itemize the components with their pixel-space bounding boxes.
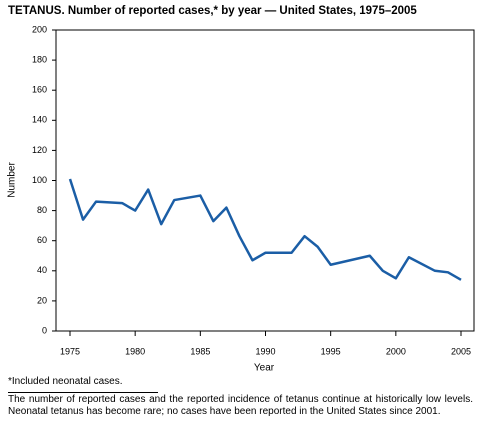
- y-tick-label: 140: [32, 115, 47, 125]
- chart: TETANUS. Number of reported cases,* by y…: [7, 5, 475, 374]
- footnotes: *Included neonatal cases. The number of …: [8, 376, 473, 418]
- y-tick-label: 160: [32, 85, 47, 95]
- x-tick-label: 1990: [255, 346, 275, 356]
- y-tick-label: 200: [32, 24, 47, 34]
- x-tick-label: 1975: [60, 346, 80, 356]
- x-tick-label: 1985: [190, 346, 210, 356]
- plot-frame: [55, 29, 475, 332]
- line: [68, 178, 462, 281]
- note: The number of reported cases and the rep…: [8, 394, 473, 417]
- y-tick-label: 120: [32, 145, 47, 155]
- footnote: *Included neonatal cases.: [8, 376, 123, 387]
- y-tick-label: 0: [42, 325, 47, 335]
- footnote-rule: [8, 392, 158, 393]
- x-tick-label: 1980: [125, 346, 145, 356]
- x-tick-label: 2000: [386, 346, 406, 356]
- y-tick-label: 100: [32, 175, 47, 185]
- chart-title: TETANUS. Number of reported cases,* by y…: [8, 5, 417, 17]
- y-tick-label: 180: [32, 54, 47, 64]
- x-tick-label: 1995: [321, 346, 341, 356]
- x-axis-title: Year: [254, 363, 275, 374]
- y-axis-title: Number: [7, 162, 18, 198]
- y-tick-label: 60: [37, 235, 47, 245]
- y-tick-label: 20: [37, 295, 47, 305]
- x-tick-label: 2005: [451, 346, 471, 356]
- y-tick-label: 80: [37, 205, 47, 215]
- y-tick-label: 40: [37, 265, 47, 275]
